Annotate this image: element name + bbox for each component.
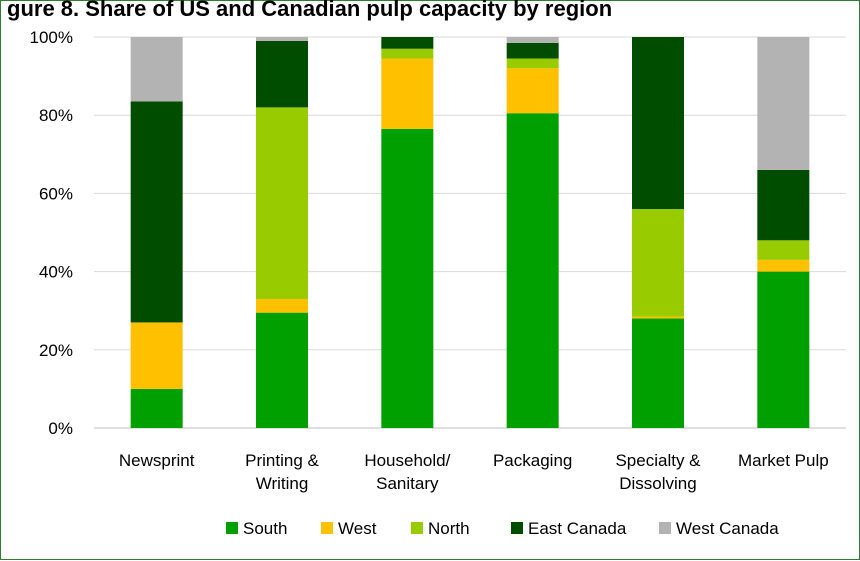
bar-segment-south xyxy=(130,388,183,428)
legend-swatch xyxy=(321,522,333,534)
legend-label: West xyxy=(338,519,377,538)
bar-segment-north xyxy=(632,209,684,317)
legend-label: South xyxy=(243,519,287,538)
x-category-label: Writing xyxy=(256,474,309,493)
y-tick-label: 80% xyxy=(39,106,73,125)
bar-segment-south xyxy=(506,113,559,429)
x-category-label: Market Pulp xyxy=(738,451,829,470)
chart-title: gure 8. Share of US and Canadian pulp ca… xyxy=(7,0,613,21)
y-tick-label: 20% xyxy=(39,341,73,360)
legend-swatch xyxy=(226,522,238,534)
legend-label: North xyxy=(428,519,470,538)
bar-segment-north xyxy=(256,107,308,299)
bar-segment-west-canada xyxy=(256,37,308,41)
bar-segment-west xyxy=(757,259,810,272)
bar-segment-west-canada xyxy=(757,37,810,170)
bar-segment-east-canada xyxy=(757,169,810,241)
bar-segment-south xyxy=(632,318,684,428)
bar-segment-north xyxy=(757,240,810,260)
x-category-label: Household/ xyxy=(364,451,450,470)
bar-segment-east-canada xyxy=(632,37,684,210)
bar-segment-north xyxy=(506,58,559,69)
bar-segment-west-canada xyxy=(506,37,559,43)
bar-segment-west-canada xyxy=(130,37,183,102)
x-category-label: Sanitary xyxy=(376,474,439,493)
x-category-label: Packaging xyxy=(493,451,572,470)
bar-segment-west xyxy=(130,322,183,389)
bar-segment-east-canada xyxy=(381,37,434,49)
y-tick-label: 0% xyxy=(48,419,73,438)
legend-label: East Canada xyxy=(528,519,627,538)
bar-segment-west xyxy=(381,58,434,129)
legend-swatch xyxy=(511,522,523,534)
y-tick-label: 100% xyxy=(30,28,73,47)
bar-segment-south xyxy=(381,128,434,428)
y-tick-label: 60% xyxy=(39,184,73,203)
bar-segment-east-canada xyxy=(256,40,308,108)
legend-label: West Canada xyxy=(676,519,779,538)
x-category-label: Dissolving xyxy=(619,474,696,493)
bar-segment-west xyxy=(256,298,308,313)
x-category-label: Newsprint xyxy=(119,451,195,470)
legend-swatch xyxy=(659,522,671,534)
bar-segment-west xyxy=(632,316,684,319)
x-category-label: Specialty & xyxy=(615,451,701,470)
bar-segment-east-canada xyxy=(130,101,183,323)
bar-segment-west xyxy=(506,68,559,114)
bar-segment-south xyxy=(256,312,308,428)
x-category-label: Printing & xyxy=(245,451,319,470)
y-tick-label: 40% xyxy=(39,263,73,282)
bar-segment-north xyxy=(381,48,434,59)
bar-segment-south xyxy=(757,271,810,428)
bar-segment-east-canada xyxy=(506,42,559,59)
legend-swatch xyxy=(411,522,423,534)
